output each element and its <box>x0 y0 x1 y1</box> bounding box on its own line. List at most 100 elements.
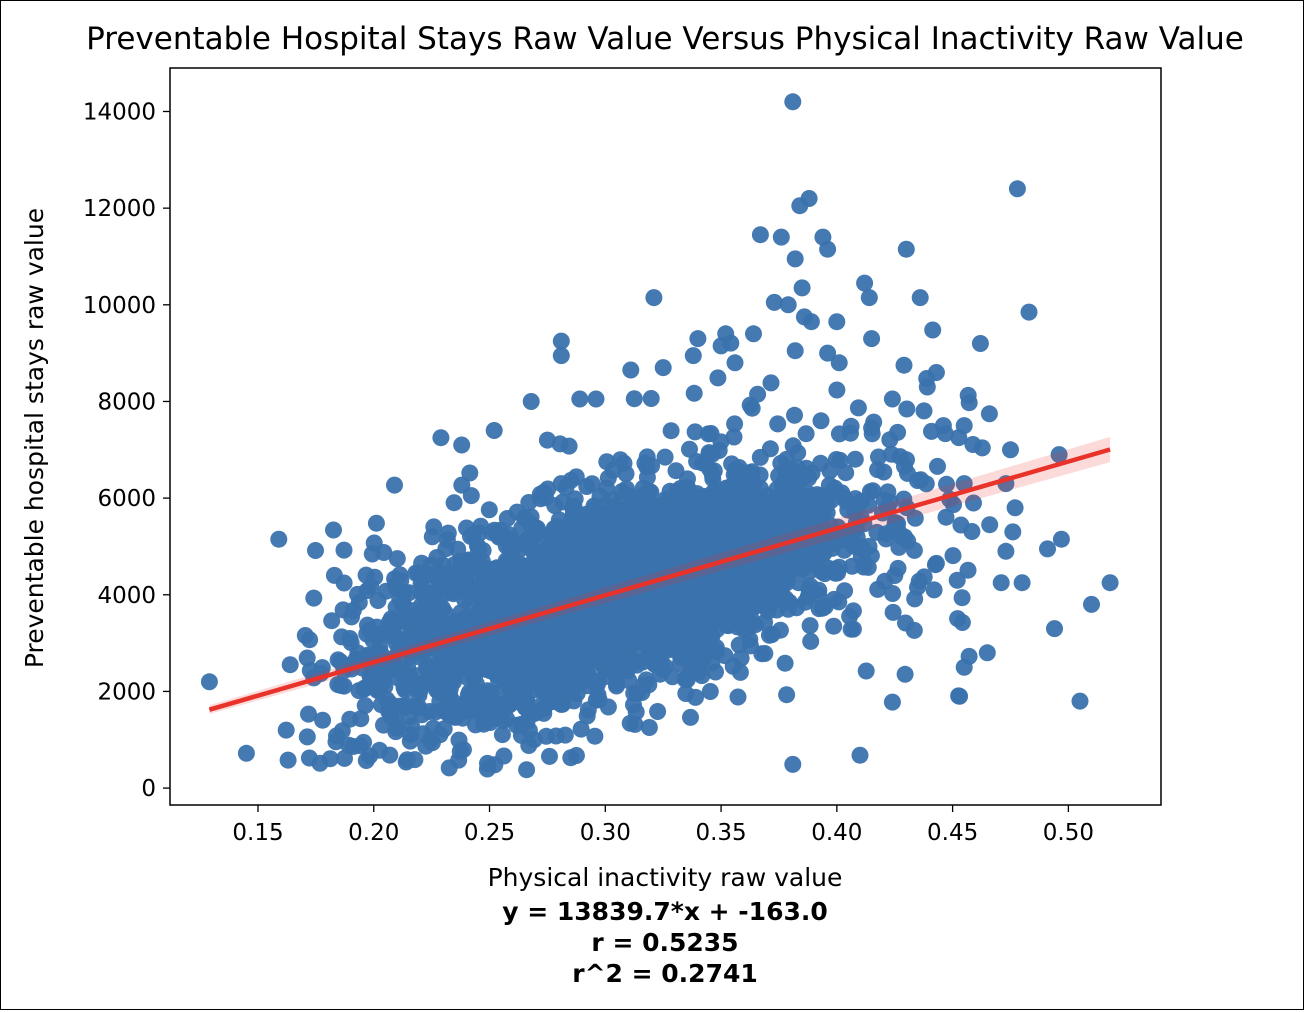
data-point <box>731 663 749 681</box>
data-point <box>356 679 373 697</box>
data-point <box>563 683 581 701</box>
data-point <box>333 628 351 646</box>
data-point <box>830 354 848 372</box>
data-point <box>329 651 347 669</box>
data-point <box>540 654 558 672</box>
data-point <box>886 514 904 532</box>
data-point <box>658 629 676 647</box>
data-point <box>541 617 559 635</box>
data-point <box>843 557 861 575</box>
data-point <box>778 686 796 704</box>
chart-title: Preventable Hospital Stays Raw Value Ver… <box>86 21 1244 57</box>
data-point <box>662 422 680 440</box>
data-point <box>884 603 902 621</box>
data-point <box>643 457 661 475</box>
y-axis-ticks: 0 2000 4000 6000 8000 10000 12000 14000 <box>83 99 170 802</box>
data-point <box>523 591 541 609</box>
data-point <box>745 325 762 343</box>
data-point <box>436 616 454 634</box>
data-point <box>828 381 846 399</box>
data-point <box>782 498 800 516</box>
data-point <box>630 512 648 529</box>
data-point <box>486 709 504 727</box>
data-point <box>1004 523 1022 541</box>
data-point <box>708 620 726 638</box>
data-point <box>461 464 479 482</box>
x-axis-ticks: 0.15 0.20 0.25 0.30 0.35 0.40 0.45 0.50 <box>232 805 1094 846</box>
data-point <box>938 475 955 493</box>
data-point <box>1039 540 1056 558</box>
data-point <box>387 723 405 741</box>
data-point <box>802 632 820 650</box>
data-point <box>406 751 424 769</box>
data-point <box>896 665 914 683</box>
data-point <box>812 412 830 430</box>
y-tick-label: 2000 <box>97 679 156 705</box>
data-point <box>472 599 490 617</box>
data-point <box>965 494 982 512</box>
data-point <box>784 93 802 111</box>
data-point <box>667 462 685 480</box>
data-point <box>1046 620 1063 638</box>
data-point <box>671 637 689 655</box>
data-point <box>358 582 376 600</box>
data-point <box>585 655 603 673</box>
data-point <box>829 564 847 582</box>
data-point <box>565 628 583 646</box>
r-squared: r^2 = 0.2741 <box>572 959 758 988</box>
data-point <box>573 664 591 682</box>
data-point <box>1083 595 1100 613</box>
data-point <box>490 528 508 546</box>
data-point <box>925 581 943 599</box>
data-point <box>735 606 753 624</box>
data-point <box>1002 441 1019 459</box>
data-point <box>801 617 819 635</box>
data-point <box>438 531 456 549</box>
data-point <box>459 700 477 718</box>
data-point <box>1101 574 1119 592</box>
data-point <box>298 728 316 746</box>
data-point <box>881 431 899 449</box>
data-point <box>779 296 797 314</box>
data-point <box>1071 692 1089 710</box>
data-point <box>470 524 488 542</box>
data-point <box>488 596 506 614</box>
data-point <box>323 612 341 630</box>
data-point <box>863 419 881 437</box>
data-point <box>763 626 781 643</box>
data-point <box>591 487 609 505</box>
data-point <box>711 519 729 537</box>
x-tick-label: 0.20 <box>348 820 399 846</box>
data-point <box>765 293 783 311</box>
data-point <box>827 451 845 468</box>
data-point <box>819 344 837 362</box>
data-point <box>864 482 882 500</box>
data-point <box>531 485 549 503</box>
data-point <box>357 752 375 769</box>
y-tick-label: 6000 <box>97 486 156 512</box>
data-point <box>595 506 613 524</box>
data-point <box>698 601 716 619</box>
data-point <box>369 628 387 646</box>
data-point <box>522 393 540 410</box>
data-point <box>540 674 558 691</box>
data-point <box>786 342 804 360</box>
data-point <box>515 535 532 553</box>
data-point <box>846 450 864 468</box>
data-point <box>425 518 443 536</box>
data-point <box>955 475 973 493</box>
data-point <box>459 640 477 658</box>
data-point <box>603 553 621 571</box>
data-point <box>390 670 408 688</box>
data-point <box>296 627 314 644</box>
data-point <box>740 590 758 608</box>
data-point <box>494 560 512 578</box>
data-point <box>992 574 1010 592</box>
data-point <box>604 461 622 479</box>
data-point <box>816 598 834 615</box>
data-point <box>851 746 869 764</box>
data-point <box>774 589 792 607</box>
data-point <box>437 655 455 673</box>
data-point <box>633 684 651 701</box>
data-point <box>673 579 691 597</box>
